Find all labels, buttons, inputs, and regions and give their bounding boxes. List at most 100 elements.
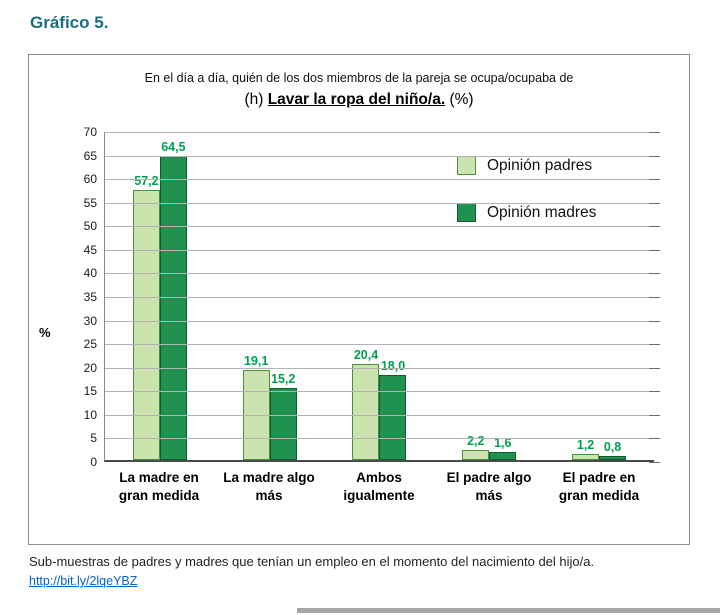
gridline [105, 273, 654, 275]
source-link[interactable]: http://bit.ly/2lqeYBZ [29, 574, 138, 588]
right-axis-tick [649, 273, 660, 275]
bar-wrap: 64,5 [159, 140, 187, 460]
chart-title-prefix: (h) [244, 91, 268, 108]
y-tick-label: 5 [90, 431, 97, 446]
bar [489, 452, 517, 460]
chart-legend: Opinión padres Opinión madres [457, 156, 596, 222]
legend-item: Opinión madres [457, 203, 596, 222]
partial-next-element-edge [297, 608, 720, 613]
bar [352, 363, 380, 460]
right-axis-tick [649, 226, 660, 228]
bar-wrap: 20,4 [352, 348, 380, 460]
gridline [105, 132, 654, 133]
gridline [105, 179, 654, 181]
y-tick-label: 65 [83, 148, 97, 163]
bar-value-label: 20,4 [353, 347, 379, 362]
gridline [105, 155, 654, 157]
bar [159, 155, 187, 460]
bar [572, 454, 600, 460]
bar-value-label: 1,6 [494, 436, 512, 451]
chart-frame: En el día a día, quién de los dos miembr… [28, 54, 690, 545]
gridline [105, 344, 654, 346]
y-tick-label: 10 [83, 407, 97, 422]
gridline [105, 297, 654, 298]
figure-heading: Gráfico 5. [30, 13, 109, 32]
y-tick-label: 70 [83, 125, 97, 139]
bar-wrap: 2,2 [462, 434, 490, 460]
bar-wrap: 1,6 [489, 436, 517, 460]
bar-value-label: 19,1 [244, 353, 269, 368]
chart-title-line2: (h) Lavar la ropa del niño/a. (%) [29, 91, 689, 109]
bar-group: 2,2 1,6 [434, 132, 544, 460]
y-tick-label: 60 [83, 172, 97, 187]
y-tick-label: 20 [83, 360, 97, 375]
bar-group: 1,2 0,8 [544, 132, 654, 460]
bar [462, 449, 490, 460]
y-tick-label: 25 [83, 337, 97, 352]
right-axis-tick [649, 132, 660, 133]
x-category-label: La madre algo más [223, 470, 315, 503]
legend-label: Opinión padres [487, 156, 593, 174]
x-category-label: Ambos igualmente [343, 470, 415, 503]
y-axis-label: % [39, 325, 51, 340]
y-tick-label: 40 [83, 266, 97, 281]
chart-title-underlined: Lavar la ropa del niño/a. [267, 91, 446, 108]
right-axis-tick [649, 179, 660, 181]
chart-title-suffix: (%) [445, 91, 474, 108]
y-tick-label: 50 [83, 219, 97, 234]
gridline [105, 414, 654, 416]
bar-group: 57,2 64,5 [105, 132, 215, 460]
legend-swatch [457, 156, 476, 175]
bar-group: 20,4 18,0 [325, 132, 435, 460]
y-tick-label: 30 [83, 313, 97, 328]
right-axis-tick [649, 462, 660, 463]
right-axis-tick [649, 297, 660, 298]
bar-value-label: 1,2 [576, 438, 595, 453]
x-category-label: El padre en gran medida [558, 470, 640, 503]
right-axis-tick [649, 249, 660, 251]
x-category-label: El padre algo más [446, 470, 532, 503]
chart-title-line1: En el día a día, quién de los dos miembr… [144, 71, 574, 85]
right-axis-tick [649, 391, 660, 393]
bar-value-label: 2,2 [467, 433, 485, 448]
x-category-label: La madre en gran medida [118, 470, 200, 503]
gridline [105, 367, 654, 369]
legend-swatch [457, 203, 476, 222]
y-tick-label: 35 [83, 290, 97, 304]
bar-value-label: 64,5 [161, 139, 186, 154]
bar-value-label: 57,2 [134, 174, 159, 189]
bar-wrap: 57,2 [132, 174, 160, 460]
right-axis-tick [649, 344, 660, 346]
y-tick-label: 45 [83, 242, 97, 257]
gridline [105, 320, 654, 322]
gridline [105, 249, 654, 251]
bar [379, 375, 407, 460]
right-axis-tick [649, 438, 660, 440]
right-axis-tick [649, 414, 660, 416]
y-tick-label: 0 [90, 455, 97, 469]
bar [269, 388, 297, 460]
gridline [105, 202, 654, 204]
footnote-text: Sub-muestras de padres y madres que tení… [29, 554, 595, 569]
bar [132, 190, 160, 460]
gridline [105, 226, 654, 228]
legend-item: Opinión padres [457, 156, 596, 175]
bar-value-label: 15,2 [271, 372, 296, 387]
bar-wrap: 18,0 [379, 359, 407, 460]
bar [599, 456, 627, 460]
legend-label: Opinión madres [487, 203, 597, 221]
right-axis-tick [649, 320, 660, 322]
y-axis-tick-labels: 0 5 10 15 20 25 30 35 40 45 50 55 60 65 70 [57, 125, 97, 469]
bar-value-label: 18,0 [380, 359, 406, 374]
x-axis-category-labels: La madre en gran medida La madre algo más… [104, 469, 654, 504]
gridline [105, 391, 654, 393]
right-axis-tick [649, 202, 660, 204]
y-tick-label: 15 [83, 384, 97, 399]
right-axis-tick [649, 155, 660, 157]
bar-wrap: 1,2 [572, 438, 600, 460]
bar-value-label: 0,8 [603, 440, 622, 455]
plot-area: 0 5 10 15 20 25 30 35 40 45 50 55 60 65 70 57,2 64,5 19,… [84, 125, 660, 469]
y-tick-label: 55 [83, 195, 97, 210]
gridline [105, 438, 654, 440]
